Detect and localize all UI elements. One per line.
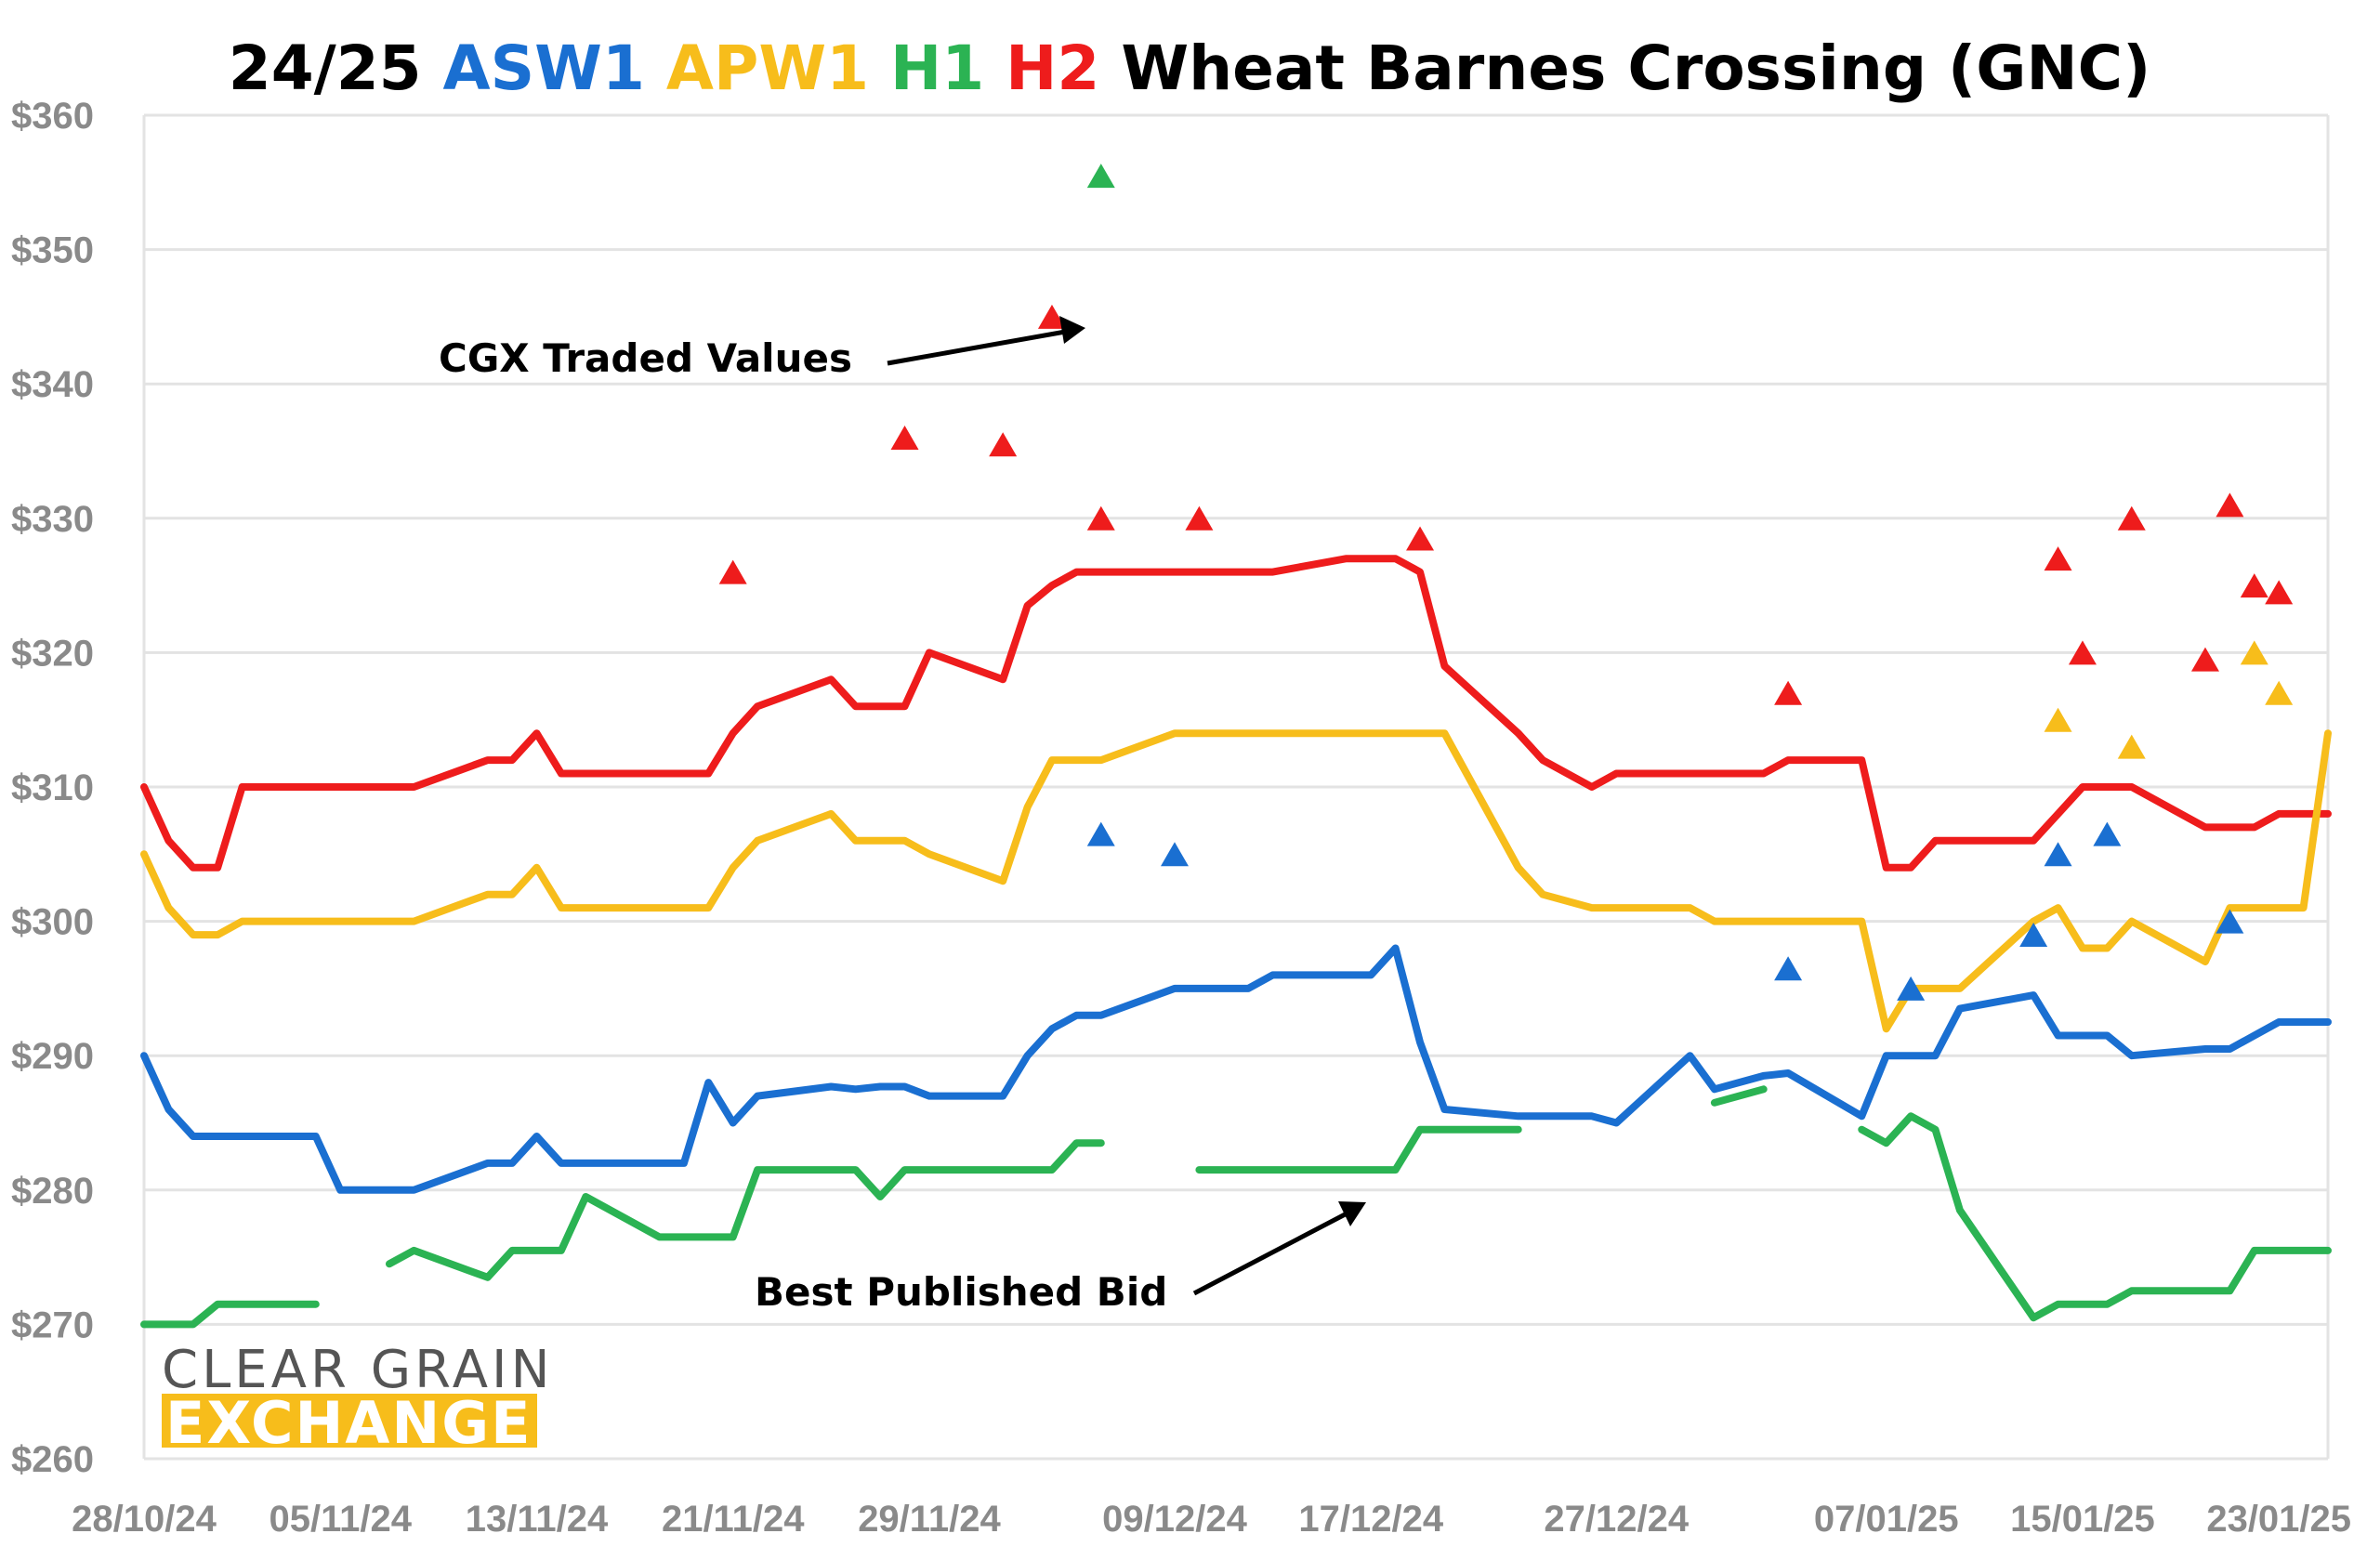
annotation-cgx-traded-arrowhead <box>1059 316 1085 344</box>
x-tick-label: 17/12/24 <box>1298 1499 1443 1540</box>
x-tick-label: 07/01/25 <box>1814 1499 1959 1540</box>
traded-marker-apw1 <box>2117 734 2146 759</box>
traded-marker-apw1 <box>2265 680 2294 705</box>
traded-marker-h2 <box>1086 505 1115 531</box>
traded-marker-h2 <box>1185 505 1214 531</box>
series-lines <box>140 555 2332 1329</box>
traded-marker-asw1 <box>2044 842 2072 867</box>
x-tick-label: 23/01/25 <box>2206 1499 2351 1540</box>
traded-marker-h2 <box>2265 580 2294 605</box>
series-line-h2 <box>140 555 2332 872</box>
title-part-0: 24/25 <box>229 33 443 104</box>
traded-marker-apw1 <box>2240 640 2268 665</box>
title-part-4: H2 <box>1006 33 1121 104</box>
annotation-best-bid-label: Best Published Bid <box>755 1269 1167 1315</box>
logo-bar <box>162 1394 537 1448</box>
traded-marker-asw1 <box>1086 821 1115 846</box>
traded-markers <box>718 164 2294 1001</box>
y-tick-label: $330 <box>11 499 94 540</box>
traded-marker-h1 <box>1086 164 1115 189</box>
traded-marker-h2 <box>718 559 747 584</box>
annotation-cgx-traded-arrow <box>887 328 1072 366</box>
traded-marker-h2 <box>2068 640 2097 665</box>
series-line-h1 <box>1195 1125 1522 1174</box>
x-tick-label: 21/11/24 <box>662 1499 805 1540</box>
y-tick-label: $300 <box>11 902 94 943</box>
annotation-best-bid-arrowhead <box>1338 1201 1366 1226</box>
series-line-h1 <box>1858 1112 2332 1322</box>
series-line-h1 <box>386 1139 1105 1281</box>
y-tick-label: $360 <box>11 96 94 137</box>
series-line-apw1 <box>140 729 2332 1033</box>
y-tick-label: $340 <box>11 364 94 405</box>
title-part-3: H1 <box>890 33 1006 104</box>
traded-marker-asw1 <box>2019 923 2048 948</box>
traded-marker-h2 <box>2216 492 2244 518</box>
logo-line2: EXCHANGE <box>165 1389 532 1457</box>
traded-marker-h2 <box>989 432 1018 457</box>
y-tick-label: $320 <box>11 633 94 674</box>
x-tick-label: 28/10/24 <box>72 1499 217 1540</box>
series-line-h1 <box>1710 1085 1768 1107</box>
traded-marker-asw1 <box>1897 976 1926 1001</box>
annotation-cgx-traded: CGX Traded Values <box>439 316 1085 381</box>
traded-marker-h2 <box>2240 573 2268 598</box>
annotation-best-bid: Best Published Bid <box>755 1201 1366 1315</box>
traded-marker-h2 <box>890 426 919 451</box>
traded-marker-asw1 <box>2216 909 2244 934</box>
grid-lines <box>142 113 2330 1461</box>
annotation-best-bid-arrow <box>1192 1208 1354 1296</box>
y-tick-label: $270 <box>11 1304 94 1345</box>
traded-marker-h2 <box>2044 546 2072 571</box>
x-tick-label: 29/11/24 <box>858 1499 1001 1540</box>
traded-marker-h2 <box>2190 647 2219 672</box>
title-part-1: ASW1 <box>443 33 666 104</box>
y-tick-label: $260 <box>11 1439 94 1480</box>
y-tick-label: $350 <box>11 230 94 271</box>
title-part-5: Wheat Barnes Crossing (GNC) <box>1121 33 2150 104</box>
series-line-h1 <box>140 1300 320 1329</box>
traded-marker-asw1 <box>2093 821 2122 846</box>
logo-line1: CLEAR GRAIN <box>162 1340 553 1400</box>
annotation-cgx-traded-label: CGX Traded Values <box>439 335 852 381</box>
series-line-asw1 <box>140 944 2332 1194</box>
traded-marker-h2 <box>1037 304 1066 329</box>
x-tick-label: 13/11/24 <box>466 1499 609 1540</box>
x-axis-ticks: 28/10/24 05/11/24 13/11/24 21/11/24 29/11/24… <box>72 1499 2351 1540</box>
x-tick-label: 05/11/24 <box>269 1499 412 1540</box>
y-axis-ticks: $260 $270 $280 $290 $300 $310 $320 $330 $340 $350… <box>11 96 94 1480</box>
traded-marker-h2 <box>1774 680 1803 705</box>
traded-marker-h2 <box>2117 505 2146 531</box>
y-tick-label: $280 <box>11 1171 94 1212</box>
y-tick-label: $310 <box>11 767 94 808</box>
x-tick-label: 09/12/24 <box>1102 1499 1247 1540</box>
clear-grain-exchange-logo: CLEAR GRAIN EXCHANGE <box>162 1340 553 1457</box>
traded-marker-asw1 <box>1774 956 1803 981</box>
x-tick-label: 27/12/24 <box>1544 1499 1689 1540</box>
x-tick-label: 15/01/25 <box>2010 1499 2155 1540</box>
y-tick-label: $290 <box>11 1036 94 1077</box>
traded-marker-h2 <box>1406 526 1435 551</box>
title-part-2: APW1 <box>666 33 890 104</box>
traded-marker-asw1 <box>1160 842 1189 867</box>
chart-title: 24/25 ASW1 APW1 H1 H2 Wheat Barnes Cross… <box>229 33 2150 104</box>
traded-marker-apw1 <box>2044 707 2072 732</box>
